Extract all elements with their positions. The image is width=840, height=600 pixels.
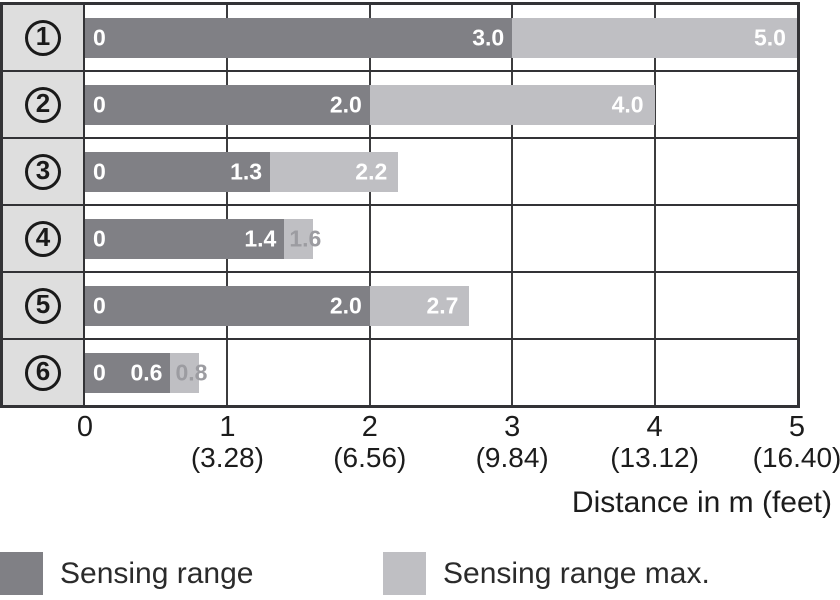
bar-zero-label: 0 bbox=[93, 24, 106, 50]
x-tick-m: 5 bbox=[788, 411, 806, 443]
sensing-range-bar bbox=[85, 84, 370, 125]
chart-table: 1 0 3.0 5.0 2 0 2.0 4.0 3 0 1.3 2.2 4 0 1.4 1.6 5 0 2.0 2.7… bbox=[0, 2, 800, 408]
sensing-range-max-bar bbox=[369, 285, 470, 326]
row-header-cell: 3 bbox=[3, 139, 85, 204]
row-header-cell: 2 bbox=[3, 72, 85, 137]
legend: Sensing range Sensing range max. bbox=[0, 552, 840, 598]
legend-label-sensing-range: Sensing range bbox=[60, 556, 254, 590]
gridline bbox=[511, 139, 514, 204]
bar-max-label: 4.0 bbox=[611, 91, 644, 117]
row-header-cell: 5 bbox=[3, 273, 85, 338]
x-tick-m: 0 bbox=[76, 411, 94, 443]
x-tick-m: 1 bbox=[219, 411, 236, 443]
gridline bbox=[226, 340, 229, 405]
bar-range-label: 2.0 bbox=[329, 292, 362, 318]
x-tick-m: 4 bbox=[646, 411, 663, 443]
sensing-range-max-bar bbox=[512, 17, 797, 58]
sensing-range-swatch bbox=[0, 552, 43, 595]
gridline bbox=[653, 72, 656, 137]
sensing-range-bar bbox=[85, 17, 513, 58]
legend-item-sensing-range: Sensing range bbox=[0, 552, 253, 595]
sensing-range-bar bbox=[85, 151, 271, 192]
sensing-range-max-bar bbox=[284, 218, 313, 259]
gridline bbox=[511, 206, 514, 271]
row-plot-area: 0 1.4 1.6 bbox=[85, 206, 797, 271]
row-plot-area: 0 3.0 5.0 bbox=[85, 5, 797, 70]
row-plot-area: 0 0.6 0.8 bbox=[85, 340, 797, 405]
sensing-range-bar bbox=[85, 218, 285, 259]
circled-number: 3 bbox=[25, 153, 61, 190]
gridline bbox=[368, 340, 371, 405]
x-tick-feet: (16.40) bbox=[752, 442, 840, 473]
x-tick: 5 (16.40) bbox=[753, 412, 840, 473]
bar-max-label: 2.2 bbox=[355, 158, 388, 184]
bar-max-label: 5.0 bbox=[754, 24, 786, 50]
chart-row-2: 2 0 2.0 4.0 bbox=[3, 72, 797, 139]
sensing-range-max-swatch bbox=[383, 552, 426, 595]
x-axis: 0 1 (3.28) 2 (6.56) 3 (9.84) 4 (13.12) 5 (16.40) bbox=[0, 412, 840, 484]
legend-label-sensing-range-max: Sensing range max. bbox=[443, 556, 710, 590]
bar-zero-label: 0 bbox=[93, 91, 106, 117]
chart-row-3: 3 0 1.3 2.2 bbox=[3, 139, 797, 206]
x-tick-feet: (13.12) bbox=[610, 442, 699, 473]
row-plot-area: 0 1.3 2.2 bbox=[85, 139, 797, 204]
sensing-range-max-bar bbox=[270, 151, 399, 192]
bar-range-label: 1.4 bbox=[244, 225, 277, 251]
bar-max-label: 2.7 bbox=[426, 292, 459, 318]
sensing-range-bar bbox=[85, 352, 171, 393]
row-plot-area: 0 2.0 4.0 bbox=[85, 72, 797, 137]
row-header-cell: 1 bbox=[3, 5, 85, 70]
x-tick: 0 bbox=[77, 412, 93, 443]
bar-zero-label: 0 bbox=[93, 158, 106, 184]
x-tick-m: 2 bbox=[361, 411, 378, 443]
sensing-range-max-bar bbox=[170, 352, 199, 393]
sensing-range-bar bbox=[85, 285, 370, 326]
chart-row-1: 1 0 3.0 5.0 bbox=[3, 5, 797, 72]
gridline bbox=[653, 273, 656, 338]
circled-number: 4 bbox=[25, 220, 61, 257]
gridline bbox=[511, 340, 514, 405]
gridline bbox=[653, 206, 656, 271]
chart-row-4: 4 0 1.4 1.6 bbox=[3, 206, 797, 273]
bar-range-label: 3.0 bbox=[472, 24, 505, 50]
circled-number: 6 bbox=[25, 354, 61, 391]
x-tick: 2 (6.56) bbox=[333, 412, 406, 473]
x-tick: 4 (13.12) bbox=[610, 412, 699, 473]
bar-max-label: 1.6 bbox=[289, 225, 322, 251]
x-axis-title: Distance in m (feet) bbox=[571, 486, 832, 519]
chart-row-5: 5 0 2.0 2.7 bbox=[3, 273, 797, 340]
x-tick-feet: (3.28) bbox=[190, 442, 264, 473]
circled-number: 1 bbox=[25, 19, 61, 56]
row-plot-area: 0 2.0 2.7 bbox=[85, 273, 797, 338]
bar-zero-label: 0 bbox=[93, 225, 106, 251]
gridline bbox=[653, 139, 656, 204]
x-tick-feet: (6.56) bbox=[333, 442, 407, 473]
bar-range-label: 2.0 bbox=[329, 91, 362, 117]
circled-number: 2 bbox=[25, 86, 61, 123]
circled-number: 5 bbox=[25, 287, 61, 324]
bar-range-label: 0.6 bbox=[130, 359, 163, 385]
x-tick-m: 3 bbox=[504, 411, 521, 443]
gridline bbox=[653, 340, 656, 405]
bar-zero-label: 0 bbox=[93, 359, 106, 385]
bar-range-label: 1.3 bbox=[230, 158, 263, 184]
row-header-cell: 6 bbox=[3, 340, 85, 405]
bar-max-label: 0.8 bbox=[175, 359, 208, 385]
legend-item-sensing-range-max: Sensing range max. bbox=[383, 552, 710, 595]
x-tick: 1 (3.28) bbox=[191, 412, 264, 473]
gridline bbox=[368, 206, 371, 271]
bar-zero-label: 0 bbox=[93, 292, 106, 318]
sensing-range-max-bar bbox=[369, 84, 655, 125]
chart-row-6: 6 0 0.6 0.8 bbox=[3, 340, 797, 405]
x-tick: 3 (9.84) bbox=[476, 412, 549, 473]
gridline bbox=[511, 273, 514, 338]
x-tick-feet: (9.84) bbox=[475, 442, 549, 473]
row-header-cell: 4 bbox=[3, 206, 85, 271]
